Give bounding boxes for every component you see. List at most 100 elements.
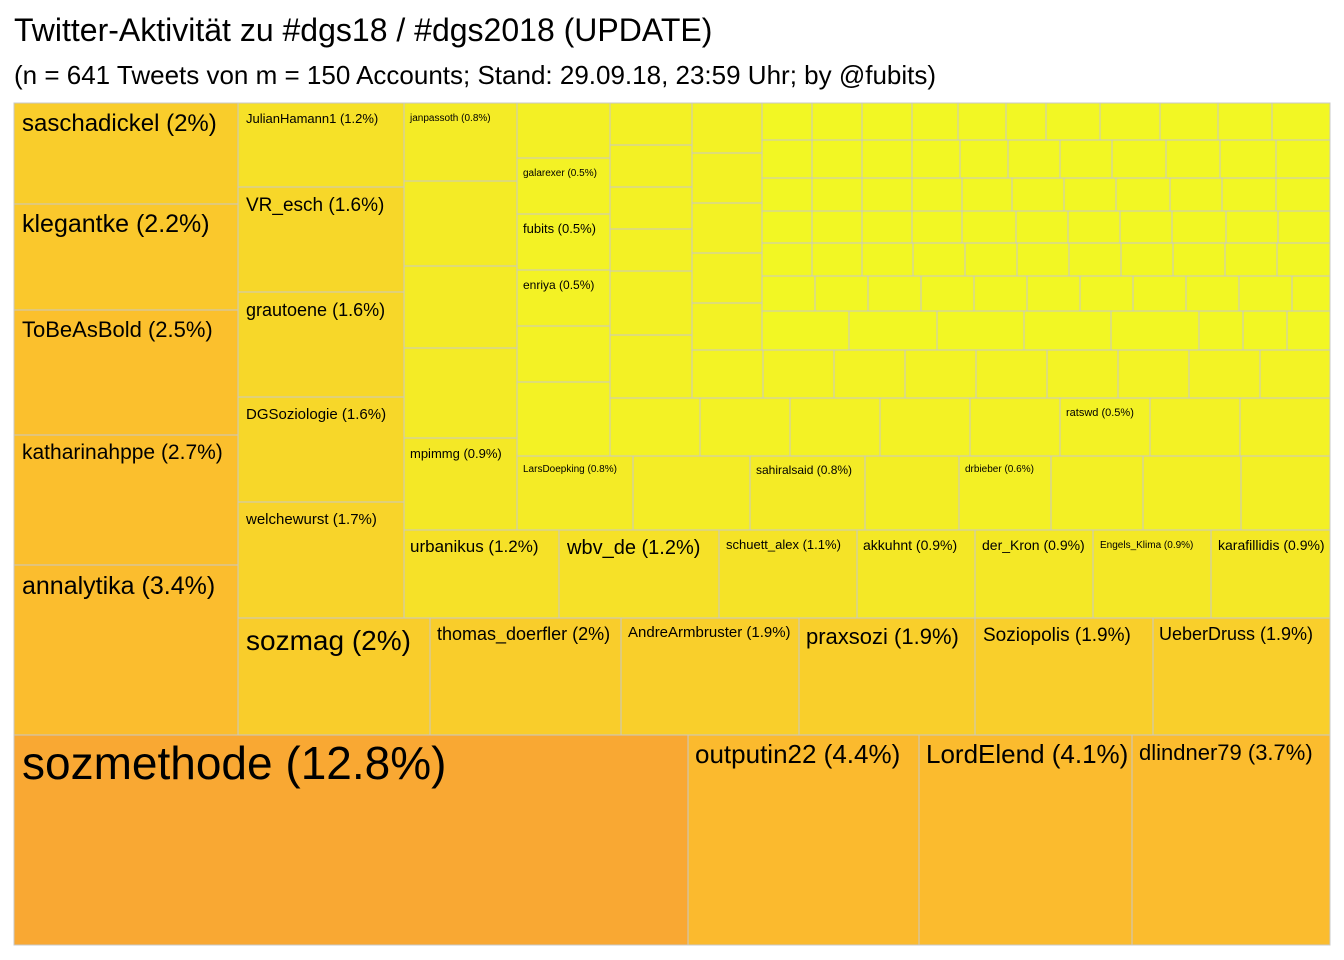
treemap-tile: drbieber (0.6%) (958, 455, 1052, 531)
treemap-tile-unlabeled (1198, 310, 1244, 351)
treemap-tile-unlabeled (861, 139, 913, 179)
treemap-tile-label: schuett_alex (1.1%) (726, 537, 841, 552)
treemap-tile-unlabeled (1221, 177, 1277, 212)
treemap-tile: VR_esch (1.6%) (237, 186, 405, 293)
treemap-tile: sahiralsaid (0.8%) (749, 455, 866, 531)
treemap-tile: karafillidis (0.9%) (1210, 529, 1331, 619)
treemap-tile-unlabeled (1219, 139, 1277, 179)
treemap-tile-unlabeled (516, 325, 611, 383)
treemap-tile-label: galarexer (0.5%) (523, 168, 597, 179)
treemap-tile-label: urbanikus (1.2%) (410, 537, 539, 556)
treemap-tile-unlabeled (936, 310, 1025, 351)
treemap-tile-unlabeled (609, 228, 693, 272)
treemap-tile-unlabeled (1275, 177, 1331, 212)
treemap-tile-rect (749, 455, 866, 531)
treemap-tile-unlabeled (1132, 275, 1187, 312)
treemap-tile-unlabeled (691, 252, 763, 304)
treemap-tile-unlabeled (1005, 102, 1047, 141)
treemap-tile-label: Engels_Klima (0.9%) (1100, 540, 1193, 551)
treemap-tile-unlabeled (1172, 242, 1226, 277)
treemap-tile-label: klegantke (2.2%) (22, 210, 210, 238)
treemap-tile-rect (1059, 397, 1151, 457)
treemap-tile-rect (620, 617, 800, 736)
treemap-tile-unlabeled (811, 102, 863, 141)
treemap-tile-unlabeled (1217, 102, 1273, 141)
treemap-tile-unlabeled (1242, 310, 1288, 351)
treemap-tile-unlabeled (1225, 210, 1279, 244)
treemap-tile-label: praxsozi (1.9%) (806, 624, 959, 649)
treemap-tile-unlabeled (1188, 349, 1261, 399)
treemap-tile-unlabeled (1275, 139, 1331, 179)
treemap-tile: Soziopolis (1.9%) (974, 617, 1154, 736)
treemap-tile-unlabeled (1015, 210, 1069, 244)
treemap-tile: katharinahppe (2.7%) (13, 434, 239, 566)
treemap-tile-unlabeled (1159, 102, 1219, 141)
treemap-tile-unlabeled (516, 381, 611, 457)
treemap-tile-rect (237, 617, 431, 736)
treemap-tile-unlabeled (1171, 210, 1227, 244)
treemap-tile-label: sozmethode (12.8%) (22, 737, 446, 789)
treemap-tile-unlabeled (761, 102, 813, 141)
treemap-tile-unlabeled (964, 242, 1018, 277)
treemap-tile-unlabeled (961, 177, 1013, 212)
treemap-tile: Engels_Klima (0.9%) (1092, 529, 1212, 619)
treemap-tile-unlabeled (1224, 242, 1278, 277)
treemap-tile-label: VR_esch (1.6%) (246, 195, 384, 216)
treemap-tile-unlabeled (1117, 349, 1190, 399)
treemap-tile-unlabeled (1120, 242, 1174, 277)
treemap-tile-unlabeled (1119, 210, 1173, 244)
chart-subtitle: (n = 641 Tweets von m = 150 Accounts; St… (14, 60, 937, 90)
treemap-tile: thomas_doerfler (2%) (429, 617, 622, 736)
treemap-tile-unlabeled (691, 152, 763, 204)
treemap-tile: LordElend (4.1%) (918, 734, 1133, 946)
treemap-tile-unlabeled (1239, 397, 1331, 457)
treemap-tile-label: outputin22 (4.4%) (695, 739, 900, 769)
treemap-tile-unlabeled (911, 102, 959, 141)
treemap-tile: der_Kron (0.9%) (974, 529, 1094, 619)
treemap-tile-unlabeled (1016, 242, 1070, 277)
treemap-tile-unlabeled (761, 139, 813, 179)
treemap-tile-label: LarsDoepking (0.8%) (523, 464, 617, 475)
treemap-tile: ratswd (0.5%) (1059, 397, 1151, 457)
treemap-tile-unlabeled (1045, 102, 1101, 141)
treemap-tile-rect (13, 434, 239, 566)
treemap-tile: DGSoziologie (1.6%) (237, 396, 405, 503)
treemap-tile-unlabeled (403, 265, 518, 349)
treemap-tile-rect (856, 529, 976, 619)
treemap-tile: urbanikus (1.2%) (403, 529, 560, 619)
treemap-tile-unlabeled (1185, 275, 1240, 312)
treemap-tile-label: karafillidis (0.9%) (1218, 537, 1325, 553)
treemap-tile-label: fubits (0.5%) (523, 221, 596, 236)
treemap-tile: akkuhnt (0.9%) (856, 529, 976, 619)
treemap-tile-unlabeled (879, 397, 971, 457)
treemap-tile-rect (798, 617, 976, 736)
treemap-tile: sozmethode (12.8%) (13, 734, 689, 946)
treemap-tile-unlabeled (762, 349, 835, 399)
treemap-tile-unlabeled (609, 397, 701, 457)
treemap-tile-label: Soziopolis (1.9%) (983, 625, 1131, 646)
treemap-tile-rect (13, 102, 239, 205)
treemap-tile-rect (13, 309, 239, 436)
treemap-tile-unlabeled (609, 186, 693, 230)
treemap-tile-unlabeled (911, 139, 961, 179)
treemap-tile-unlabeled (811, 242, 863, 277)
treemap-tile-label: der_Kron (0.9%) (982, 537, 1085, 553)
treemap-tile-label: AndreArmbruster (1.9%) (628, 624, 791, 641)
treemap-tile-rect (516, 157, 611, 215)
treemap-tile-rect (1210, 529, 1331, 619)
treemap-tile-unlabeled (403, 347, 518, 439)
treemap-tile-unlabeled (1026, 275, 1081, 312)
treemap-tile-unlabeled (912, 242, 966, 277)
treemap-tile: outputin22 (4.4%) (687, 734, 920, 946)
treemap-tile: galarexer (0.5%) (516, 157, 611, 215)
treemap-tile: schuett_alex (1.1%) (718, 529, 858, 619)
treemap-tile-rect (958, 455, 1052, 531)
treemap-tile-unlabeled (1110, 310, 1200, 351)
treemap-tile-unlabeled (920, 275, 975, 312)
treemap-tile-unlabeled (1276, 242, 1331, 277)
treemap-tile-unlabeled (814, 275, 869, 312)
treemap-tile: dlindner79 (3.7%) (1131, 734, 1331, 946)
treemap-tile-unlabeled (1046, 349, 1119, 399)
treemap-tile-rect (13, 734, 689, 946)
chart-title: Twitter-Aktivität zu #dgs18 / #dgs2018 (… (14, 12, 713, 48)
